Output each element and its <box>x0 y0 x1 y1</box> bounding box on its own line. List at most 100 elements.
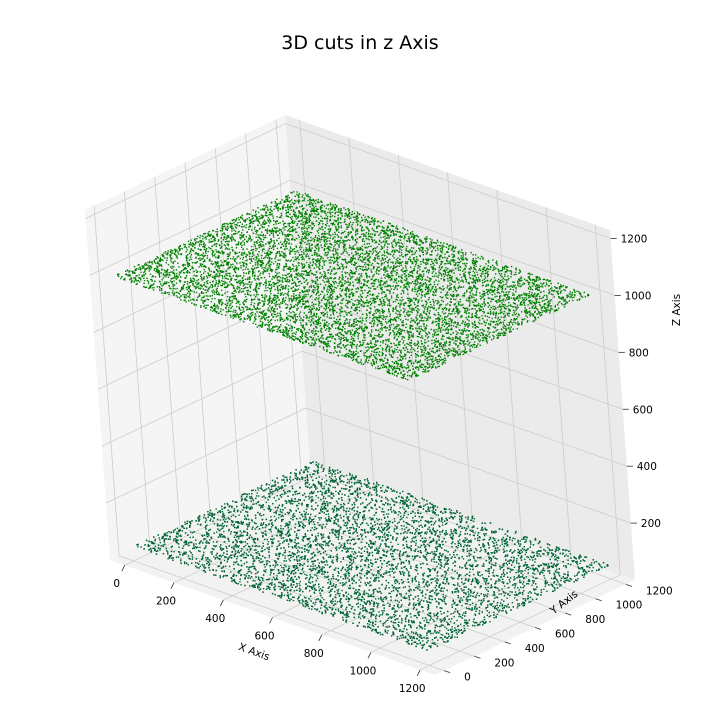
scatter-point <box>397 351 399 353</box>
scatter-point <box>179 249 181 251</box>
scatter-point <box>173 292 176 294</box>
scatter-point <box>428 331 430 333</box>
scatter-point <box>489 331 491 334</box>
scatter-point <box>436 341 438 343</box>
scatter-point <box>485 334 487 337</box>
scatter-point <box>259 238 261 240</box>
scatter-point <box>306 274 309 276</box>
scatter-point <box>352 238 354 241</box>
scatter-point <box>391 365 393 367</box>
scatter-point <box>427 317 429 319</box>
scatter-point <box>359 221 361 224</box>
scatter-point <box>260 260 263 262</box>
scatter-point <box>329 234 331 236</box>
scatter-point <box>182 263 185 266</box>
scatter-point <box>306 300 308 302</box>
scatter-point <box>480 332 482 334</box>
scatter-point <box>454 353 456 356</box>
scatter-point <box>306 299 309 302</box>
scatter-point <box>421 246 424 249</box>
scatter-point <box>438 270 440 272</box>
scatter-point <box>472 323 474 325</box>
scatter-point <box>398 349 401 351</box>
scatter-point <box>306 195 308 197</box>
scatter-point <box>505 308 507 310</box>
scatter-point <box>302 332 304 335</box>
scatter-point <box>441 363 443 366</box>
scatter-point <box>344 310 346 312</box>
scatter-point <box>436 320 438 323</box>
scatter-point <box>295 283 297 286</box>
scatter-point <box>411 272 414 274</box>
scatter-point <box>381 286 383 289</box>
scatter-point <box>369 307 371 309</box>
scatter-point <box>414 286 416 288</box>
scatter-point <box>437 323 439 325</box>
scatter-point <box>284 222 286 224</box>
scatter-point <box>441 275 443 277</box>
scatter-point <box>299 245 302 247</box>
scatter-point <box>528 277 530 280</box>
scatter-point <box>253 305 255 307</box>
scatter-point <box>505 291 507 293</box>
scatter-point <box>341 278 343 280</box>
scatter-point <box>344 323 347 325</box>
scatter-point <box>421 335 423 337</box>
scatter-point <box>239 243 242 245</box>
scatter-point <box>275 268 277 271</box>
scatter-point <box>372 268 375 270</box>
scatter-point <box>177 296 179 298</box>
scatter-point <box>306 217 308 219</box>
scatter-point <box>296 316 298 318</box>
scatter-point <box>307 239 310 242</box>
scatter-point <box>363 303 366 305</box>
scatter-point <box>325 345 328 347</box>
scatter-point <box>311 227 313 229</box>
scatter-point <box>281 251 283 253</box>
scatter-point <box>218 302 220 305</box>
scatter-point <box>521 322 523 324</box>
scatter-point <box>400 349 402 352</box>
scatter-point <box>199 237 201 239</box>
scatter-point <box>427 258 429 260</box>
scatter-point <box>265 211 268 214</box>
scatter-point <box>434 268 436 270</box>
scatter-point <box>356 277 358 279</box>
scatter-point <box>448 272 450 274</box>
scatter-point <box>318 306 321 309</box>
scatter-point <box>469 345 471 347</box>
scatter-point <box>394 263 397 265</box>
scatter-point <box>234 233 236 235</box>
scatter-point <box>512 294 514 296</box>
scatter-point <box>281 300 284 303</box>
scatter-point <box>234 311 236 314</box>
scatter-point <box>293 214 296 216</box>
scatter-point <box>429 278 432 281</box>
scatter-point <box>482 284 484 287</box>
scatter-point <box>151 276 153 278</box>
scatter-point <box>457 332 459 334</box>
scatter-point <box>237 316 240 319</box>
scatter-point <box>451 319 453 321</box>
scatter-point <box>442 358 444 360</box>
scatter-point <box>352 294 354 296</box>
scatter-point <box>310 344 313 346</box>
scatter-point <box>254 317 256 319</box>
scatter-point <box>371 253 374 255</box>
scatter-point <box>277 276 279 278</box>
scatter-point <box>477 334 479 336</box>
scatter-point <box>177 251 179 253</box>
scatter-point <box>311 301 313 304</box>
scatter-point <box>500 282 502 284</box>
scatter-point <box>543 299 545 302</box>
scatter-point <box>482 308 484 310</box>
scatter-point <box>185 247 188 249</box>
scatter-point <box>150 266 153 268</box>
scatter-point <box>485 285 487 287</box>
scatter-point <box>362 266 364 268</box>
scatter-point <box>219 230 222 232</box>
scatter-point <box>425 258 427 260</box>
scatter-point <box>312 337 315 339</box>
scatter-point <box>497 291 500 294</box>
scatter-point <box>244 318 246 321</box>
